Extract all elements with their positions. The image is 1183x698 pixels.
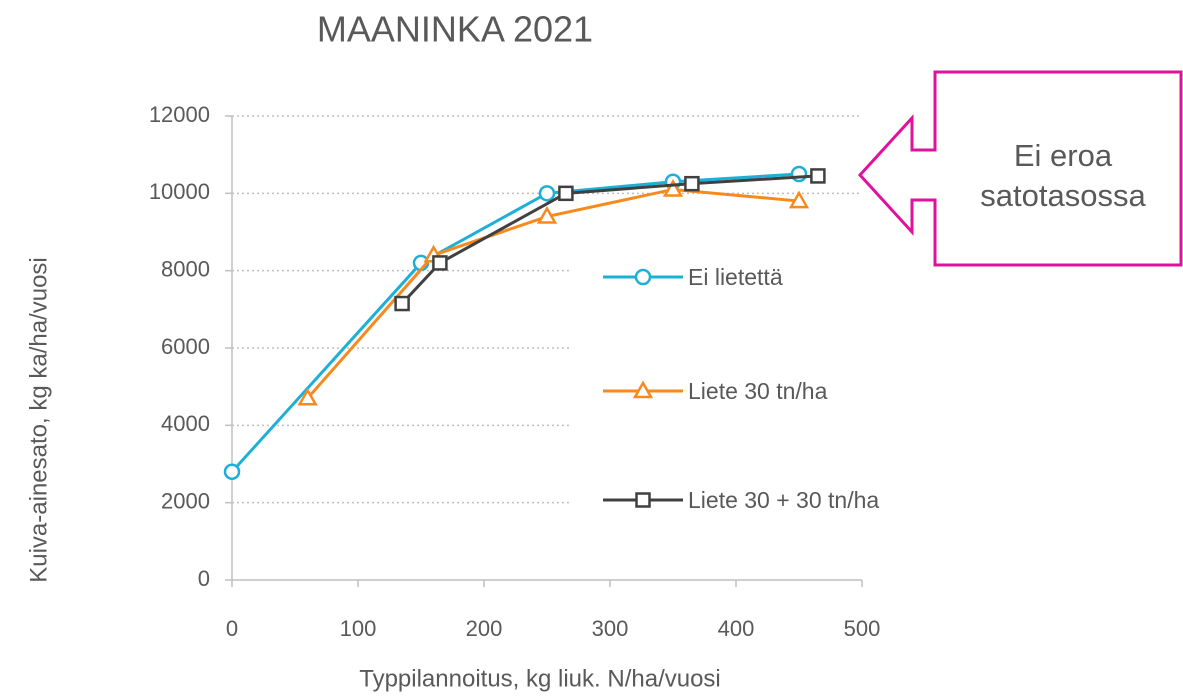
callout: Ei eroa satotasossa — [857, 70, 1183, 267]
legend-label: Liete 30 + 30 tn/ha — [688, 487, 880, 513]
y-tick-label: 8000 — [161, 256, 210, 281]
x-tick-label: 0 — [226, 616, 238, 641]
y-tick-label: 12000 — [149, 102, 210, 127]
marker — [810, 168, 826, 184]
y-tick-label: 2000 — [161, 488, 210, 513]
legend-label: Ei lietettä — [688, 264, 783, 290]
x-tick-label: 500 — [844, 616, 881, 641]
y-tick-label: 0 — [198, 566, 210, 591]
x-tick-label: 400 — [718, 616, 755, 641]
legend-label: Liete 30 tn/ha — [688, 378, 828, 404]
x-axis-label: Typpilannoitus, kg liuk. N/ha/vuosi — [359, 665, 721, 692]
y-tick-label: 10000 — [149, 179, 210, 204]
marker — [662, 178, 684, 197]
marker — [223, 463, 241, 480]
marker — [788, 190, 810, 209]
x-tick-label: 200 — [466, 616, 503, 641]
marker — [394, 295, 410, 312]
marker — [536, 206, 558, 224]
y-tick-label: 6000 — [161, 334, 210, 359]
marker — [632, 380, 654, 399]
marker — [635, 492, 651, 508]
marker — [558, 185, 574, 202]
y-tick-label: 4000 — [161, 411, 210, 436]
marker — [297, 387, 318, 406]
marker — [538, 185, 556, 202]
marker — [432, 255, 448, 271]
x-tick-label: 100 — [340, 616, 377, 641]
callout-text: satotasossa — [980, 178, 1146, 213]
marker — [634, 268, 652, 286]
callout-text: Ei eroa — [1014, 138, 1113, 173]
marker — [684, 175, 700, 192]
callout-shape — [857, 70, 1183, 267]
chart-title: MAANINKA 2021 — [317, 9, 593, 50]
y-axis-label: Kuiva-ainesato, kg ka/ha/vuosi — [25, 257, 52, 583]
x-tick-label: 300 — [592, 616, 629, 641]
series-line — [230, 172, 800, 473]
marker — [790, 165, 808, 183]
